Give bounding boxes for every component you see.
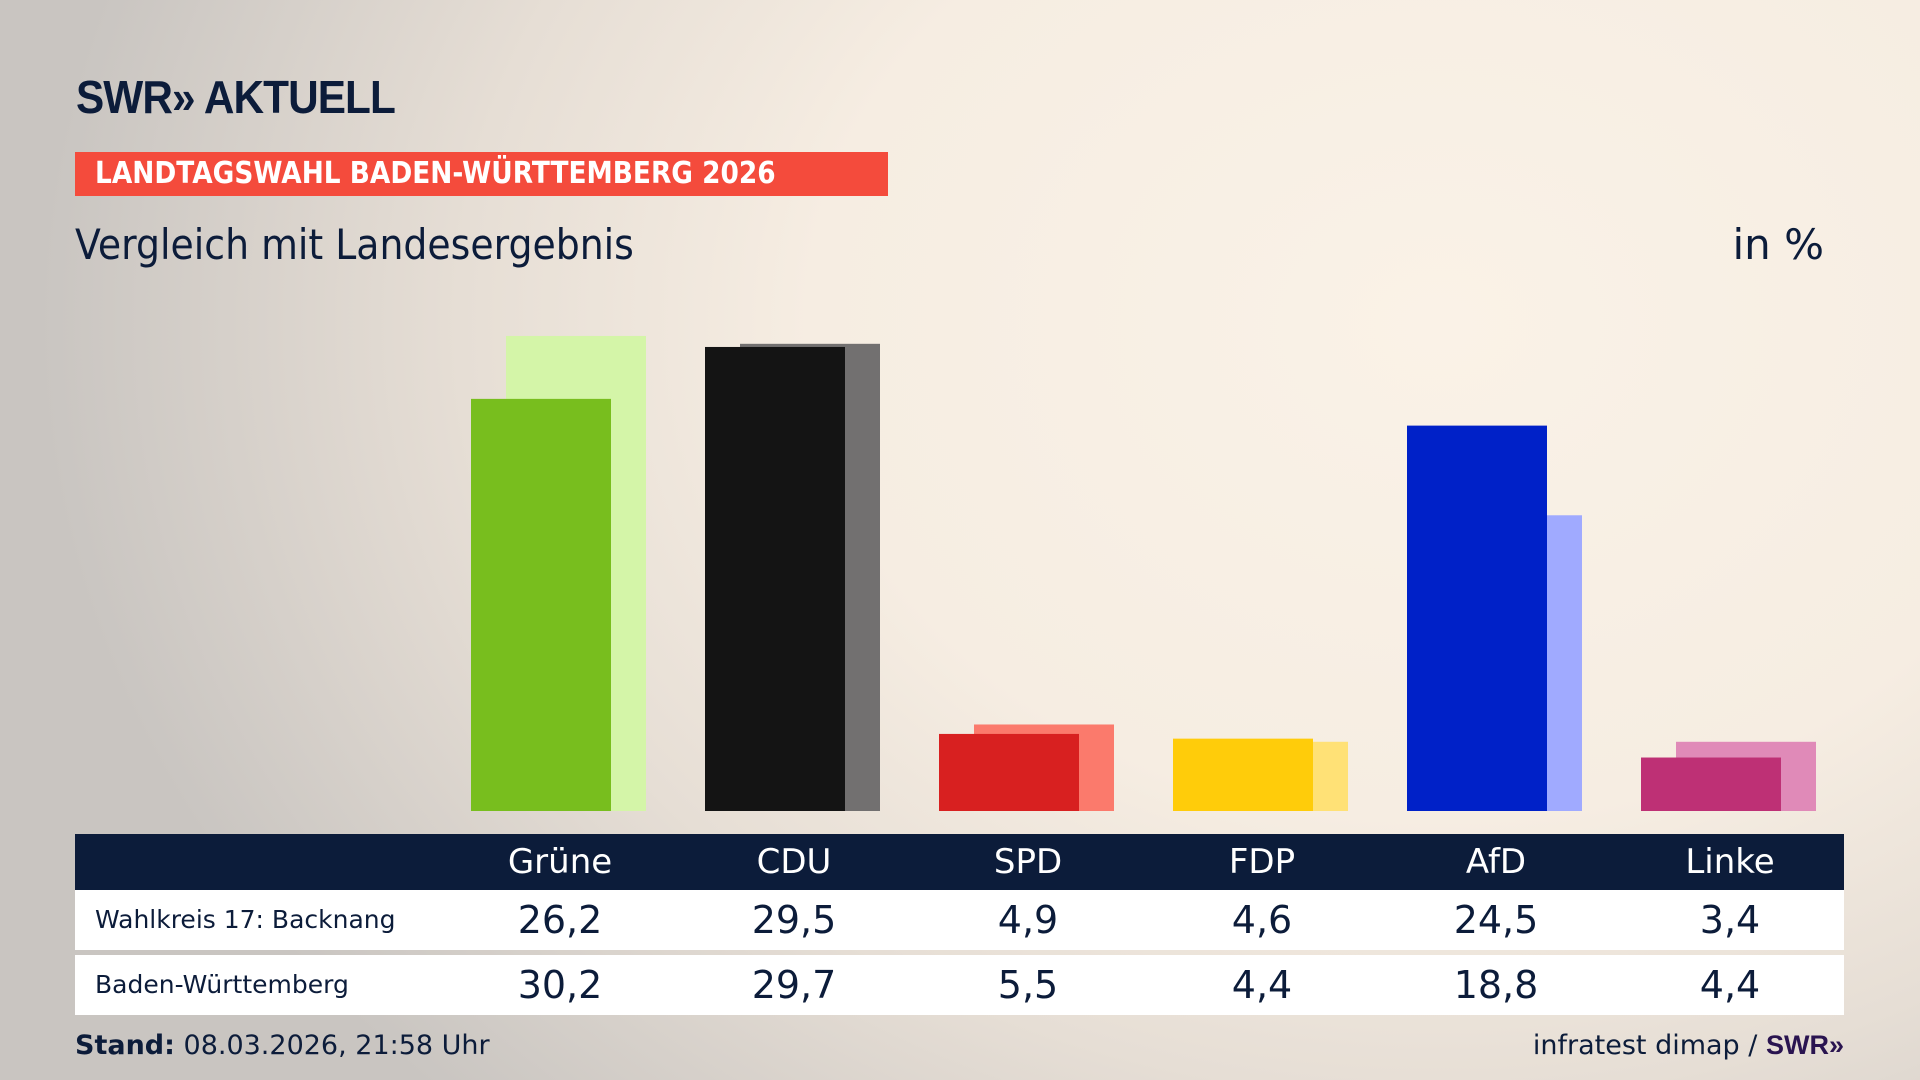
table-row-land: Baden-Württemberg 30,2 29,7 5,5 4,4 18,8 4,4 bbox=[75, 955, 1844, 1015]
table-cell: 5,5 bbox=[997, 963, 1059, 1007]
bar-chart bbox=[471, 335, 1816, 811]
table-cell: 4,4 bbox=[1699, 963, 1761, 1007]
bar-wahlkreis-linke bbox=[1641, 757, 1781, 811]
table-cell: 29,5 bbox=[751, 898, 837, 942]
banner-text: LANDTAGSWAHL BADEN-WÜRTTEMBERG 2026 bbox=[95, 156, 776, 191]
election-banner: LANDTAGSWAHL BADEN-WÜRTTEMBERG 2026 bbox=[75, 152, 889, 196]
column-header: Grüne bbox=[507, 842, 613, 882]
unit-label: in % bbox=[1732, 220, 1824, 269]
table-cell: 3,4 bbox=[1699, 898, 1761, 942]
table-cell: 4,9 bbox=[997, 898, 1059, 942]
row-label: Wahlkreis 17: Backnang bbox=[95, 905, 396, 934]
bar-wahlkreis-cdu bbox=[705, 346, 845, 811]
column-header: FDP bbox=[1228, 842, 1296, 882]
row-label: Baden-Württemberg bbox=[95, 970, 349, 999]
column-header: Linke bbox=[1685, 842, 1775, 882]
stand-label: Stand: bbox=[75, 1030, 175, 1061]
table-cell: 29,7 bbox=[751, 963, 837, 1007]
bar-wahlkreis-fdp bbox=[1173, 738, 1313, 811]
table-cell: 26,2 bbox=[517, 898, 603, 942]
table-header: Grüne CDU SPD FDP AfD Linke bbox=[75, 834, 1844, 890]
table-cell: 4,4 bbox=[1231, 963, 1293, 1007]
table-cell: 18,8 bbox=[1453, 963, 1539, 1007]
table-cell: 30,2 bbox=[517, 963, 603, 1007]
chart-subtitle: Vergleich mit Landesergebnis bbox=[75, 220, 634, 269]
table-row-wahlkreis: Wahlkreis 17: Backnang 26,2 29,5 4,9 4,6 24,… bbox=[75, 890, 1844, 950]
source-text: infratest dimap / bbox=[1532, 1030, 1758, 1061]
timestamp: Stand: 08.03.2026, 21:58 Uhr bbox=[75, 1030, 490, 1061]
bar-wahlkreis-afd bbox=[1407, 425, 1547, 811]
column-header: AfD bbox=[1465, 842, 1527, 882]
column-header: SPD bbox=[993, 842, 1063, 882]
column-header: CDU bbox=[756, 842, 832, 882]
table-cell: 4,6 bbox=[1231, 898, 1293, 942]
swr-aktuell-logo: SWR» AKTUELL bbox=[76, 71, 396, 123]
swr-logo: SWR» bbox=[1765, 1030, 1844, 1060]
table-cell: 24,5 bbox=[1453, 898, 1539, 942]
bar-wahlkreis-spd bbox=[939, 733, 1079, 811]
stand-value: 08.03.2026, 21:58 Uhr bbox=[183, 1030, 490, 1061]
bar-wahlkreis-grüne bbox=[471, 398, 611, 811]
source: infratest dimap / SWR» bbox=[1533, 1030, 1844, 1061]
